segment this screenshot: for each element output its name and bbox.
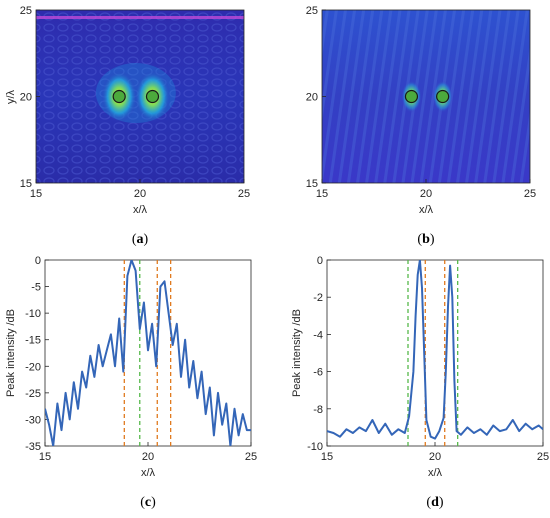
xtick-label: 25 [537, 451, 549, 463]
xtick-label: 20 [134, 188, 146, 200]
panel-d: 15 20 25 0 -2 -4 -6 -8 -10 x/λ Peak intensity /d… [291, 255, 549, 510]
heatmap-a-top-artifact [36, 16, 244, 19]
xtick-label: 25 [238, 188, 250, 200]
heatmap-a-ylabel: y/λ [5, 89, 17, 104]
xtick-label: 15 [321, 451, 333, 463]
ytick-label: -15 [25, 335, 41, 347]
ytick-label: -4 [313, 329, 323, 341]
ytick-label: -6 [313, 367, 323, 379]
xtick-label: 25 [245, 451, 257, 463]
panel-d-caption: (d) [426, 495, 443, 510]
heatmap-b-texture [322, 10, 530, 183]
heatmap-a [36, 10, 244, 183]
xtick-label: 20 [420, 188, 432, 200]
plot-c-xlabel: x/λ [141, 467, 156, 479]
target-marker [112, 89, 126, 104]
xtick-label: 20 [429, 451, 441, 463]
panel-b-caption: (b) [417, 232, 434, 247]
xtick-label: 20 [142, 451, 154, 463]
ytick-label: -5 [31, 282, 41, 294]
ytick-label: -8 [313, 404, 323, 416]
target-marker [404, 89, 419, 104]
panel-c-caption: (c) [140, 495, 156, 510]
heatmap-a-xlabel: x/λ [133, 204, 148, 216]
plot-c-ylabel: Peak intensity /dB [5, 309, 17, 397]
plot-d-xlabel: x/λ [428, 467, 443, 479]
heatmap-b-xlabel: x/λ [419, 204, 434, 216]
ytick-label: -35 [25, 441, 41, 453]
xtick-label: 15 [39, 451, 51, 463]
target-marker [145, 89, 160, 104]
ytick-label: -25 [25, 388, 41, 400]
ytick-label: 0 [35, 255, 41, 267]
target-marker [436, 89, 450, 104]
xtick-label: 15 [316, 188, 328, 200]
ytick-label: 15 [306, 178, 318, 190]
ytick-label: -10 [25, 308, 41, 320]
ytick-label: -30 [25, 414, 41, 426]
xtick-label: 15 [30, 188, 42, 200]
series-line [327, 260, 543, 440]
panel-b: 15 20 25 15 20 25 x/λ (b) [306, 5, 536, 247]
plot-d-frame [326, 259, 544, 447]
ytick-label: -2 [313, 292, 323, 304]
ytick-label: 25 [306, 5, 318, 17]
xtick-label: 25 [524, 188, 536, 200]
ytick-label: 20 [20, 92, 32, 104]
heatmap-b [322, 10, 530, 183]
series-line [45, 260, 251, 446]
plot-d-ylabel: Peak intensity /dB [291, 309, 303, 397]
panel-c: 15 20 25 0 -5 -10 -15 -20 -25 -30 -35 x/λ Peak int… [5, 255, 257, 510]
ytick-label: 20 [306, 92, 318, 104]
ytick-label: -10 [307, 441, 323, 453]
ytick-label: 15 [20, 178, 32, 190]
ytick-label: -20 [25, 361, 41, 373]
panel-a: 15 20 25 15 20 25 x/λ y/λ (a) [5, 5, 250, 247]
ytick-label: 0 [317, 255, 323, 267]
plot-c-frame [44, 259, 252, 447]
ytick-label: 25 [20, 5, 32, 17]
panel-a-caption: (a) [132, 232, 149, 247]
